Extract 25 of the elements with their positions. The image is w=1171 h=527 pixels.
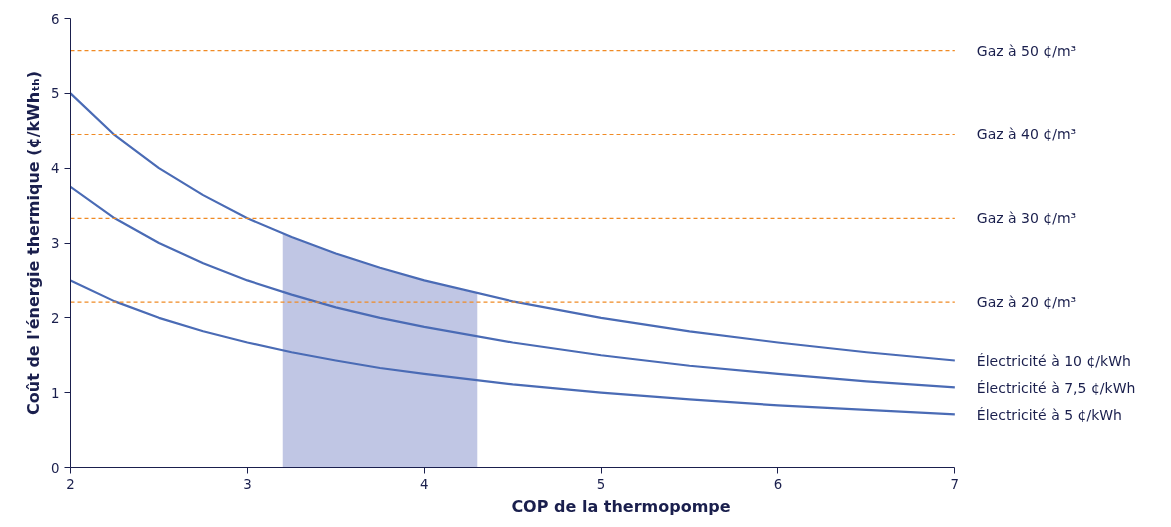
series-label: Électricité à 5 ¢/kWh bbox=[976, 407, 1122, 424]
line-series bbox=[70, 279, 956, 416]
line-series bbox=[70, 92, 956, 362]
ref-line-label: Gaz à 20 ¢/m³ bbox=[976, 294, 1077, 311]
series-label: Électricité à 10 ¢/kWh bbox=[976, 353, 1131, 370]
x-tick-label: 7 bbox=[950, 476, 960, 492]
x-tick-label: 6 bbox=[773, 476, 783, 492]
y-tick-label: 2 bbox=[51, 310, 60, 326]
y-tick-label: 0 bbox=[51, 460, 60, 476]
y-tick-label: 6 bbox=[51, 11, 60, 27]
x-tick-label: 2 bbox=[66, 476, 75, 492]
x-tick-label: 5 bbox=[596, 476, 606, 492]
ref-line-label: Gaz à 50 ¢/m³ bbox=[976, 42, 1077, 59]
x-tick-label: 4 bbox=[420, 476, 429, 492]
y-tick-label: 5 bbox=[51, 86, 60, 102]
line-series bbox=[70, 185, 956, 389]
ref-line-label: Gaz à 40 ¢/m³ bbox=[976, 126, 1077, 143]
ref-line-label: Gaz à 30 ¢/m³ bbox=[976, 210, 1077, 227]
x-tick-label: 3 bbox=[243, 476, 252, 492]
y-axis-title: Coût de l'énergie thermique (¢/kWhₜₕ) bbox=[24, 71, 44, 415]
x-axis-title: COP de la thermopompe bbox=[511, 496, 731, 516]
y-tick-label: 1 bbox=[51, 385, 60, 401]
y-tick-label: 4 bbox=[51, 161, 60, 177]
series-label: Électricité à 7,5 ¢/kWh bbox=[976, 380, 1136, 397]
y-tick-label: 3 bbox=[51, 236, 60, 251]
